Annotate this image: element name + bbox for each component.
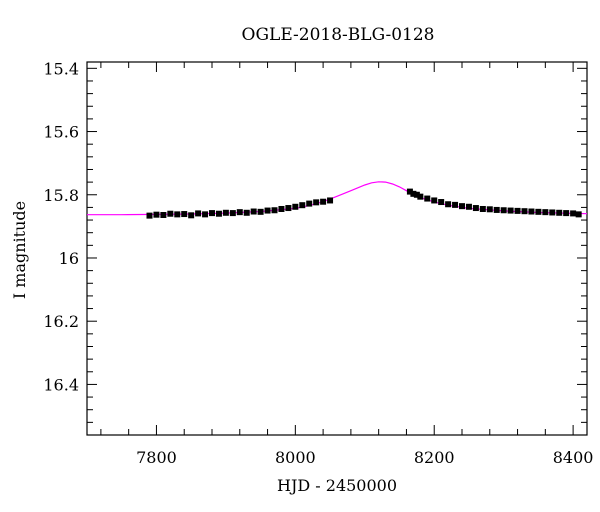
data-point xyxy=(406,188,413,195)
y-tick-label: 15.4 xyxy=(43,59,79,78)
data-point xyxy=(313,199,320,206)
data-point xyxy=(195,210,202,217)
data-point xyxy=(570,210,577,217)
data-point xyxy=(438,199,445,206)
data-point xyxy=(410,190,417,197)
data-point xyxy=(500,207,507,214)
x-tick-label: 8200 xyxy=(414,448,455,467)
axis-ticks xyxy=(87,62,587,435)
data-point xyxy=(535,208,542,215)
data-point xyxy=(285,205,292,212)
x-tick-label: 7800 xyxy=(136,448,177,467)
x-tick-label: 8400 xyxy=(553,448,594,467)
data-point xyxy=(549,209,556,216)
data-point xyxy=(174,211,181,218)
data-point xyxy=(417,193,424,200)
data-point xyxy=(202,211,209,218)
y-axis-label: I magnitude xyxy=(10,201,29,299)
data-point xyxy=(243,209,250,216)
x-axis-label: HJD - 2450000 xyxy=(277,476,397,495)
data-point xyxy=(431,197,438,204)
data-point xyxy=(215,210,222,217)
data-point xyxy=(188,212,195,219)
data-point xyxy=(229,210,236,217)
data-point xyxy=(472,205,479,212)
data-point xyxy=(493,206,500,213)
data-point xyxy=(153,211,160,218)
data-point xyxy=(479,205,486,212)
data-point xyxy=(250,208,257,215)
data-point xyxy=(271,207,278,214)
y-tick-label: 16.2 xyxy=(43,312,79,331)
x-tick-label: 8000 xyxy=(275,448,316,467)
data-point xyxy=(292,203,299,210)
data-point xyxy=(445,201,452,208)
data-point xyxy=(542,209,549,216)
data-point xyxy=(209,210,215,217)
data-point xyxy=(236,209,243,216)
y-tick-label: 16 xyxy=(59,249,79,268)
data-point xyxy=(424,195,431,202)
data-points xyxy=(146,188,582,219)
data-point xyxy=(167,210,174,217)
data-point xyxy=(459,203,465,210)
y-tick-label: 15.6 xyxy=(43,123,79,142)
data-point xyxy=(320,198,327,205)
data-point xyxy=(146,212,153,219)
data-point xyxy=(486,206,493,213)
data-point xyxy=(514,207,521,214)
data-point xyxy=(299,202,306,209)
data-point xyxy=(465,203,472,210)
data-point xyxy=(278,205,285,212)
data-point xyxy=(264,207,271,214)
data-point xyxy=(257,208,264,215)
data-point xyxy=(160,211,167,218)
data-point xyxy=(507,207,514,214)
data-point xyxy=(413,191,420,198)
data-point xyxy=(528,208,535,215)
chart-title: OGLE-2018-BLG-0128 xyxy=(242,25,435,45)
data-point xyxy=(327,197,334,204)
data-point xyxy=(563,210,570,217)
data-point xyxy=(306,200,313,207)
data-point xyxy=(452,201,459,208)
y-tick-label: 16.4 xyxy=(43,375,79,394)
x-tick-labels: 7800 8000 8200 8400 xyxy=(136,448,593,467)
data-point xyxy=(181,211,188,218)
y-tick-label: 15.8 xyxy=(43,186,79,205)
data-point xyxy=(556,209,563,216)
data-point xyxy=(521,208,528,215)
plot-frame xyxy=(86,61,588,436)
data-point xyxy=(222,209,229,216)
data-point xyxy=(575,211,582,218)
y-tick-labels: 15.4 15.6 15.8 16 16.2 16.4 xyxy=(43,59,79,394)
